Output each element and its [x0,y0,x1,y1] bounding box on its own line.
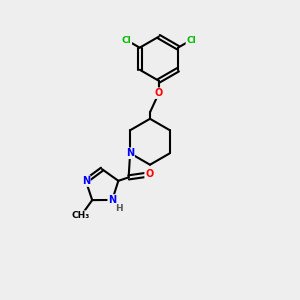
Text: CH₃: CH₃ [72,211,90,220]
Text: H: H [115,205,123,214]
Text: N: N [82,176,90,186]
Text: Cl: Cl [186,35,196,44]
Text: N: N [108,195,116,205]
Text: Cl: Cl [122,35,131,44]
Text: N: N [126,148,134,158]
Text: O: O [145,169,153,179]
Text: O: O [155,88,163,98]
